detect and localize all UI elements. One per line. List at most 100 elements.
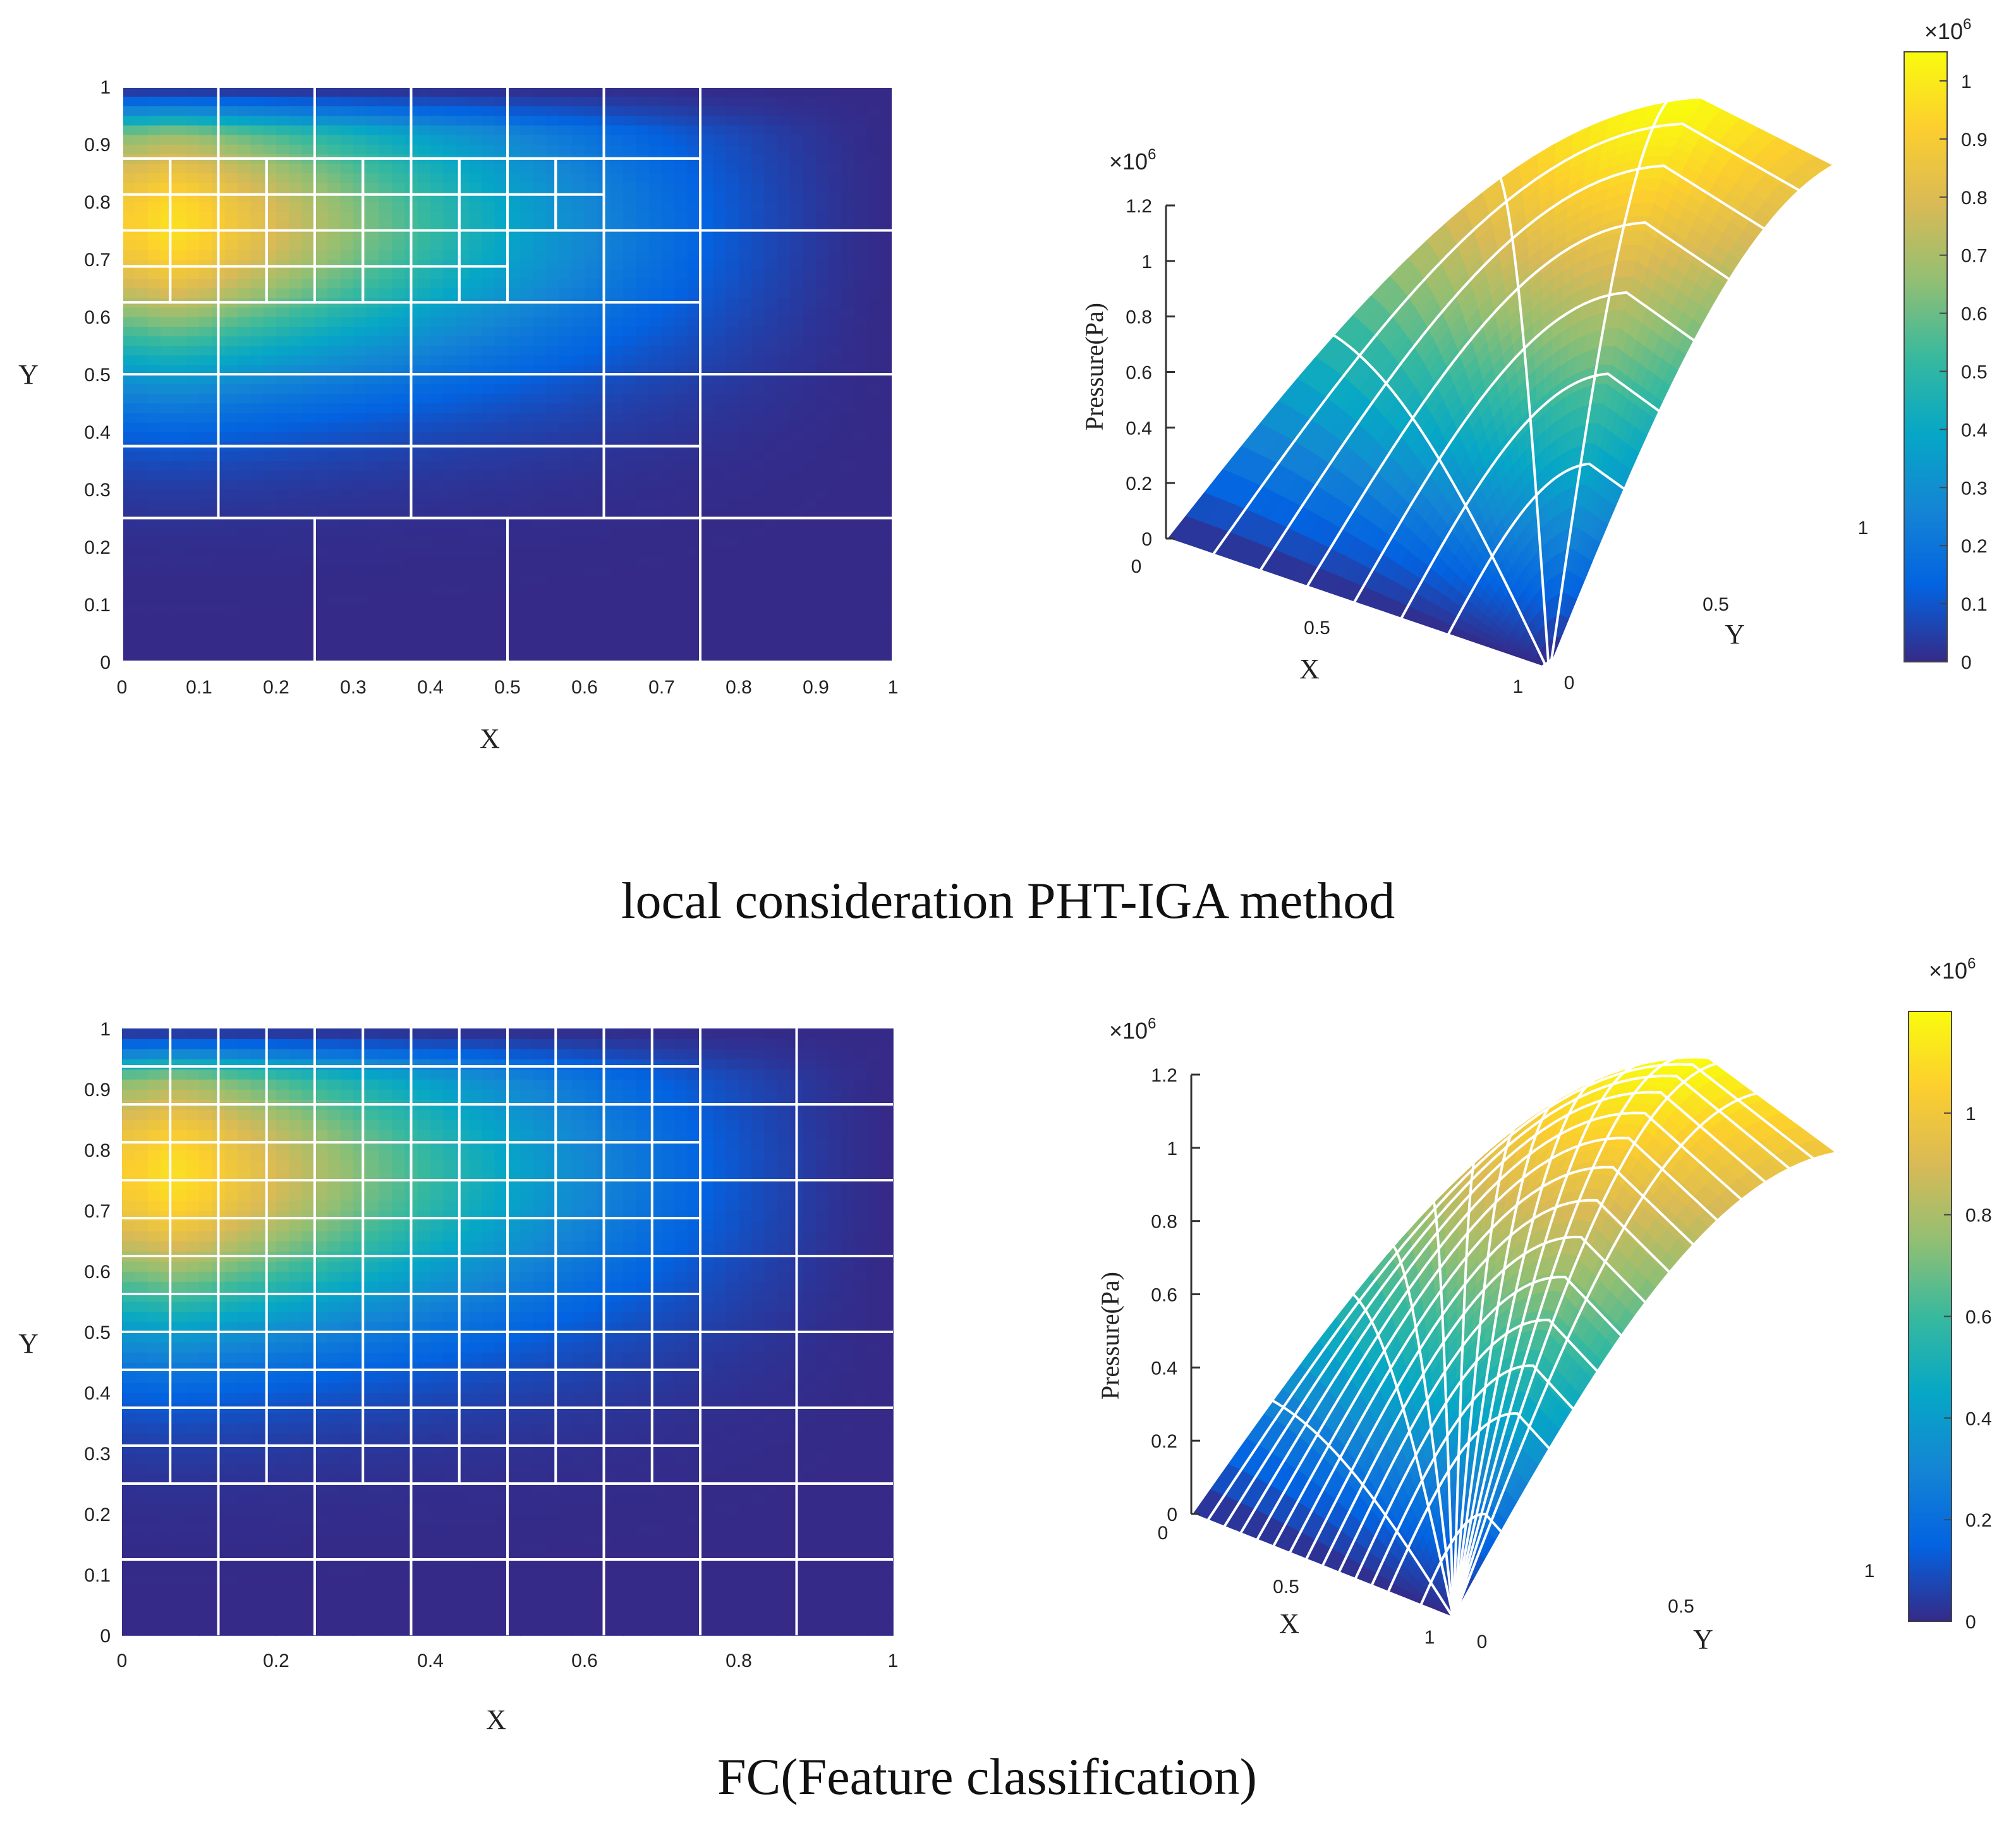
top-heatmap-field-cell (803, 355, 817, 365)
top-heatmap-field-cell (327, 489, 341, 499)
top-heatmap-field-cell (867, 594, 881, 605)
top-heatmap-field-cell (173, 269, 187, 279)
top-heatmap-field-cell (238, 125, 252, 135)
top-heatmap-field-cell (301, 479, 315, 490)
top-heatmap-field-cell (417, 221, 431, 231)
top-heatmap-field-cell (289, 278, 303, 289)
top-heatmap-field-cell (366, 384, 380, 394)
top-heatmap-field-cell (829, 537, 842, 547)
top-heatmap-field-cell (829, 633, 842, 644)
top-heatmap-field-cell (263, 412, 277, 423)
top-heatmap-field-cell (571, 623, 585, 634)
top-heatmap-field-cell (263, 499, 277, 509)
top-heatmap-field-cell (867, 106, 881, 116)
top-heatmap-field-cell (147, 403, 161, 413)
top-heatmap-field-cell (353, 317, 367, 327)
top-heatmap-field-cell (327, 499, 341, 509)
top-heatmap-field-cell (623, 374, 637, 384)
top-heatmap-field-cell (161, 451, 174, 461)
top-heatmap-field-cell (841, 441, 855, 452)
top-heatmap-field-cell (636, 508, 650, 519)
top-heatmap-field-cell (173, 499, 187, 509)
top-heatmap-field-cell (366, 585, 380, 595)
top-heatmap-field-cell (482, 403, 495, 413)
top-heatmap-field-cell (739, 623, 753, 634)
top-heatmap-field-cell (867, 249, 881, 260)
top-heatmap-field-cell (238, 336, 252, 346)
top-heatmap-field-cell (276, 403, 290, 413)
top-heatmap-field-cell (713, 96, 727, 107)
top-heatmap-field-cell (161, 585, 174, 595)
top-heatmap-field-cell (238, 518, 252, 528)
top-heatmap-field-cell (687, 125, 701, 135)
top-heatmap-field-cell (739, 518, 753, 528)
top-heatmap-field-cell (739, 566, 753, 576)
top-heatmap-field-cell (456, 508, 470, 519)
top-heatmap-field-cell (173, 182, 187, 193)
top-heatmap-field-cell (212, 527, 226, 538)
top-heatmap-field-cell (880, 489, 894, 499)
top-heatmap-field-cell (546, 202, 560, 212)
top-heatmap-field-cell (546, 96, 560, 107)
top-heatmap-field-cell (546, 288, 560, 298)
top-heatmap-field-cell (841, 633, 855, 644)
top-heatmap-field-cell (238, 547, 252, 557)
top-heatmap-field-cell (379, 470, 392, 480)
top-heatmap-field-cell (135, 249, 149, 260)
top-heatmap-field-cell (739, 374, 753, 384)
top-heatmap-field-cell (340, 345, 354, 356)
top-heatmap-field-cell (585, 125, 598, 135)
top-heatmap-field-cell (366, 432, 380, 442)
top-heatmap-field-cell (713, 115, 727, 126)
top-heatmap-field-cell (327, 470, 341, 480)
top-heatmap-field-cell (430, 518, 444, 528)
top-heatmap-field-cell (739, 115, 753, 126)
top-heatmap-field-cell (854, 173, 868, 183)
top-heatmap-field-cell (854, 594, 868, 605)
top-heatmap-field-cell (379, 125, 392, 135)
top-heatmap-field-cell (147, 489, 161, 499)
top-heatmap-field-cell (610, 518, 624, 528)
top-heatmap-field-cell (353, 403, 367, 413)
top-heatmap-field-cell (494, 345, 508, 356)
top-heatmap-field-cell (829, 451, 842, 461)
top-heatmap-field-cell (494, 594, 508, 605)
top-heatmap-field-cell (135, 125, 149, 135)
top-heatmap-field-cell (700, 278, 714, 289)
top-heatmap-field-cell (469, 317, 483, 327)
top-heatmap-field-cell (147, 259, 161, 269)
top-heatmap-field-cell (777, 652, 791, 662)
top-heatmap-field-cell (662, 547, 676, 557)
top-heatmap-field-cell (662, 115, 676, 126)
top-heatmap-field-cell (315, 547, 329, 557)
top-heatmap-field-cell (520, 230, 534, 241)
top-heatmap-field-cell (803, 259, 817, 269)
top-heatmap-field-cell (276, 547, 290, 557)
top-heatmap-field-cell (238, 163, 252, 174)
top-heatmap-field-cell (392, 336, 406, 346)
top-heatmap-field-cell (674, 489, 688, 499)
top-heatmap-field-cell (662, 249, 676, 260)
top-heatmap-field-cell (533, 249, 547, 260)
top-heatmap-field-cell (327, 374, 341, 384)
top-heatmap-field-cell (751, 537, 765, 547)
top-heatmap-field-cell (571, 537, 585, 547)
top-heatmap-field-cell (533, 422, 547, 432)
top-heatmap-field-cell (739, 403, 753, 413)
top-heatmap-field-cell (507, 470, 521, 480)
top-heatmap-field-cell (263, 623, 277, 634)
top-heatmap-field-cell (353, 604, 367, 614)
top-heatmap-field-cell (494, 211, 508, 222)
top-heatmap-field-cell (636, 249, 650, 260)
top-heatmap-field-cell (122, 594, 136, 605)
top-heatmap-field-cell (315, 432, 329, 442)
top-heatmap-field-cell (790, 594, 804, 605)
top-heatmap-field-cell (404, 527, 418, 538)
top-heatmap-field-cell (122, 614, 136, 625)
top-heatmap-field-cell (880, 575, 894, 586)
top-heatmap-field-cell (507, 374, 521, 384)
top-heatmap-field-cell (263, 527, 277, 538)
top-heatmap-field-cell (559, 230, 573, 241)
top-heatmap-field-cell (880, 307, 894, 317)
top-heatmap-field-cell (751, 508, 765, 519)
